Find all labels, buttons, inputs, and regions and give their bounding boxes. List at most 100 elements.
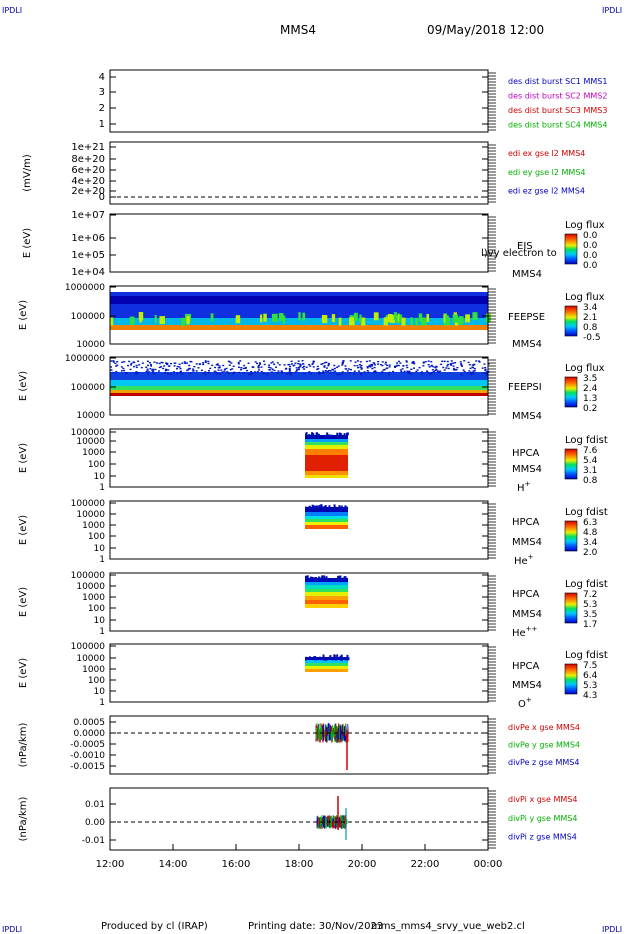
spectrogram-pixel [163, 365, 166, 367]
spectrogram-pixel [323, 365, 326, 367]
spectrogram-pixel [308, 371, 311, 373]
spectrogram-pixel [110, 360, 113, 362]
spectrogram-band [110, 318, 488, 326]
spectrogram-pixel [446, 360, 449, 363]
spectrogram-pixel [176, 365, 179, 368]
colorbar-tick-label: 2.1 [583, 313, 597, 323]
spectrogram-pixel [447, 367, 450, 370]
spectrogram-pixel [338, 317, 342, 326]
colorbar-tick-label: 7.2 [583, 590, 597, 600]
spectrogram-pixel [393, 312, 398, 321]
spectrogram-pixel [210, 313, 214, 322]
spectrogram-pixel [422, 361, 425, 363]
spectrogram-pixel [388, 371, 391, 374]
spectrogram-pixel [288, 370, 291, 372]
spectrogram-pixel [221, 371, 224, 373]
legend-entry: des dist burst SC1 MMS1 [508, 77, 607, 86]
species-label: He+ [514, 553, 534, 567]
panel-ylabel: E (eV) [22, 228, 33, 258]
spectrogram-band [305, 596, 348, 600]
colorbar-title: Log fdist [565, 650, 608, 661]
spectrogram-pixel [357, 370, 360, 372]
spectrogram-band [110, 386, 488, 390]
y-tick-label: 100 [88, 604, 105, 614]
panel-div-pe: (nPa/km) 0.00050.0000-0.0005-0.0010-0.00… [18, 715, 580, 775]
spectrogram-band [110, 380, 488, 386]
species-label: He++ [512, 625, 538, 639]
footer-produced-by: Produced by cl (IRAP) [101, 921, 208, 932]
spectrogram-pixel [314, 656, 317, 660]
colorbar-tick-label: -0.5 [583, 333, 601, 343]
colorbar-tick-label: 3.5 [583, 610, 597, 620]
spectrogram-pixel [260, 314, 263, 323]
spectrogram-pixel [289, 373, 292, 376]
spectrogram-pixel [247, 362, 250, 364]
spectrogram-pixel [165, 369, 168, 371]
spectrogram-pixel [257, 366, 260, 368]
footer-filename: mms_mms4_srvy_vue_web2.cl [371, 921, 525, 932]
spectrogram-pixel [158, 362, 161, 365]
y-tick-label: -0.0010 [70, 751, 105, 761]
spectrogram-pixel [336, 654, 339, 658]
spectrogram-pixel [275, 366, 278, 368]
spectrogram-pixel [164, 370, 167, 372]
panel-ylabel: E (eV) [18, 443, 29, 473]
spectrogram-pixel [375, 371, 378, 373]
spectrogram-pixel [258, 363, 261, 365]
y-tick-label: 0.0005 [74, 718, 106, 728]
spectrogram-pixel [270, 371, 273, 373]
spectrogram-pixel [192, 370, 195, 372]
spectrogram-pixel [322, 506, 325, 510]
spectrogram-band [305, 516, 348, 519]
instrument-label: HPCA [512, 661, 540, 672]
spectrogram-pixel [297, 367, 300, 369]
spectrogram-pixel [216, 363, 219, 365]
spectrogram-pixel [185, 362, 188, 364]
spectrogram-pixel [339, 578, 342, 582]
spectrogram-pixel [402, 365, 405, 367]
species-label: H+ [517, 480, 531, 494]
spectrogram-band [305, 666, 348, 669]
colorbar-tick-label: 0.0 [583, 261, 598, 271]
spectrogram-pixel [472, 370, 475, 372]
spectrogram-pixel [473, 369, 476, 372]
spectrogram-pixel [336, 366, 339, 369]
spectrogram-pixel [379, 363, 382, 366]
spectrogram-pixel [486, 373, 489, 376]
spectrogram-pixel [467, 361, 470, 364]
spectrogram-pixel [290, 371, 293, 374]
spectrogram-pixel [305, 432, 308, 436]
spectrogram-pixel [443, 360, 446, 363]
spectrogram-pixel [336, 432, 339, 436]
spectrogram-pixel [435, 368, 438, 371]
spectrogram-band [305, 592, 348, 596]
y-tick-label: 100000 [71, 571, 106, 581]
spectrogram-pixel [114, 362, 117, 365]
spectrogram-pixel [410, 373, 413, 375]
spectrogram-pixel [223, 370, 226, 372]
spectrogram-pixel [410, 317, 413, 326]
spectrogram-pixel [151, 369, 154, 371]
legend-entry: divPi y gse MMS4 [508, 814, 577, 823]
spectrogram-pixel [360, 367, 363, 369]
y-tick-label: 1 [99, 627, 105, 637]
y-tick-label: 2 [99, 103, 105, 114]
spectrogram-pixel [360, 368, 363, 370]
spectrogram-pixel [266, 373, 269, 376]
spectrogram-pixel [382, 369, 385, 371]
spectrogram-pixel [473, 363, 476, 366]
spectrogram-pixel [200, 369, 203, 372]
spectrogram-pixel [358, 363, 361, 366]
spectrogram-pixel [340, 505, 343, 509]
panel-ylabel: E (eV) [18, 658, 29, 688]
spectrogram-pixel [434, 366, 437, 369]
spectrogram-pixel [233, 372, 236, 374]
instrument-label: HPCA [512, 589, 540, 600]
spectrogram-pixel [226, 371, 229, 373]
spectrogram-pixel [445, 315, 449, 324]
instrument-label: HPCA [512, 448, 540, 459]
spectrogram-pixel [251, 366, 254, 368]
spectrogram-pixel [383, 317, 386, 326]
spectrogram-pixel [227, 372, 230, 375]
y-tick-label: -0.0015 [70, 762, 105, 772]
